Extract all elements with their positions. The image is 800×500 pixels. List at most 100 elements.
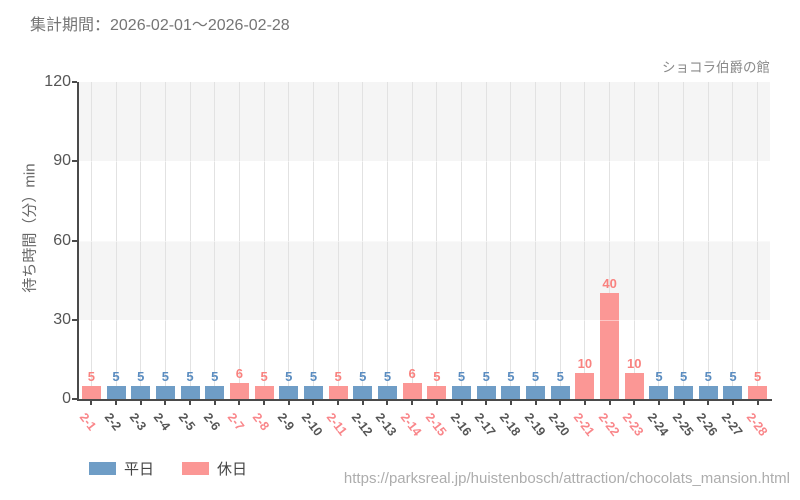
x-tick-label-2-28: 2-28 (743, 410, 770, 439)
x-tick-label-2-15: 2-15 (422, 410, 450, 439)
vertical-gridline (288, 82, 290, 399)
x-tick-mark (756, 401, 759, 405)
x-tick-label-2-24: 2-24 (644, 410, 672, 439)
y-tick-mark (72, 81, 77, 83)
vertical-gridline (90, 82, 92, 399)
x-tick-mark (707, 401, 710, 405)
bar-2-20 (550, 385, 570, 399)
x-tick-mark (608, 401, 611, 405)
horizontal-gridline (79, 161, 770, 163)
bar-2-22 (600, 293, 620, 399)
vertical-gridline (238, 82, 240, 399)
x-tick-mark (337, 401, 340, 405)
bar-2-16 (452, 385, 472, 399)
x-tick-label-2-3: 2-3 (126, 410, 149, 434)
vertical-gridline (189, 82, 191, 399)
x-tick-label-2-17: 2-17 (471, 410, 499, 439)
x-tick-label-2-18: 2-18 (496, 410, 524, 439)
x-tick-mark (115, 401, 118, 405)
legend-item-holiday: 休日 (182, 458, 247, 479)
x-tick-mark (361, 401, 364, 405)
source-url: https://parksreal.jp/huistenbosch/attrac… (343, 470, 790, 487)
plot-band (79, 240, 770, 320)
x-tick-mark (534, 401, 537, 405)
vertical-gridline (658, 82, 660, 399)
x-axis-line (77, 399, 772, 401)
vertical-gridline (436, 82, 438, 399)
bar-2-27 (723, 385, 743, 399)
bar-value-2-22: 40 (602, 276, 617, 292)
x-tick-label-2-26: 2-26 (694, 410, 721, 439)
bar-2-26 (698, 385, 718, 399)
vertical-gridline (485, 82, 487, 399)
y-tick-mark (72, 398, 77, 400)
legend-weekday-swatch (89, 462, 116, 475)
bar-2-8 (254, 385, 274, 399)
bar-value-2-24: 5 (655, 368, 663, 384)
y-tick-label-30: 30 (53, 310, 71, 328)
x-tick-label-2-27: 2-27 (718, 410, 746, 439)
bar-value-2-16: 5 (457, 368, 466, 384)
bar-2-18 (501, 385, 521, 399)
bar-value-2-27: 5 (729, 368, 737, 384)
x-tick-mark (164, 401, 167, 405)
x-tick-label-2-12: 2-12 (348, 410, 375, 439)
bar-value-2-15: 5 (433, 368, 441, 384)
x-tick-label-2-23: 2-23 (620, 410, 647, 439)
bar-2-14 (402, 383, 422, 399)
x-tick-mark (263, 401, 266, 405)
y-tick-mark (72, 160, 77, 163)
chart-legend: 平日 休日 (89, 458, 275, 479)
bar-2-19 (526, 385, 546, 399)
bar-2-15 (427, 385, 447, 399)
vertical-gridline (411, 82, 413, 399)
bar-2-11 (328, 385, 348, 399)
x-tick-mark (460, 401, 463, 405)
legend-weekday-label: 平日 (124, 461, 155, 478)
x-tick-label-2-2: 2-2 (101, 410, 124, 434)
bar-2-25 (674, 385, 694, 399)
bar-2-23 (624, 372, 644, 399)
y-tick-label-60: 60 (53, 231, 71, 249)
x-tick-label-2-7: 2-7 (225, 410, 248, 434)
y-tick-mark (72, 318, 77, 321)
vertical-gridline (214, 82, 216, 399)
bar-2-28 (748, 385, 768, 399)
bar-value-2-12: 5 (359, 368, 367, 384)
attraction-name-label: ショコラ伯爵の館 (662, 60, 770, 75)
vertical-gridline (362, 82, 364, 399)
bar-value-2-4: 5 (161, 368, 169, 384)
x-tick-mark (139, 401, 142, 405)
vertical-gridline (732, 82, 734, 399)
x-tick-mark (238, 401, 241, 405)
vertical-gridline (140, 82, 142, 399)
bar-2-21 (575, 372, 595, 399)
bar-value-2-17: 5 (482, 368, 490, 384)
vertical-gridline (609, 82, 611, 399)
bar-2-9 (279, 385, 299, 399)
x-tick-mark (633, 401, 636, 405)
x-tick-mark (731, 401, 734, 405)
vertical-gridline (115, 82, 117, 399)
x-tick-mark (583, 401, 586, 405)
bar-value-2-1: 5 (87, 368, 95, 384)
y-axis-title: 待ち時間（分）min (21, 163, 39, 293)
vertical-gridline (757, 82, 759, 399)
x-tick-mark (682, 401, 685, 405)
x-tick-label-2-22: 2-22 (595, 410, 622, 439)
wait-time-bar-chart: 5 2-1 5 2-2 5 2-3 5 2-4 5 2-5 5 2-6 6 2-7 5 2-8 5 2-9 5 2-1… (44, 74, 772, 439)
x-tick-label-2-13: 2-13 (373, 410, 400, 439)
vertical-gridline (707, 82, 709, 399)
vertical-gridline (584, 82, 586, 399)
bar-value-2-19: 5 (531, 368, 540, 384)
bar-value-2-23: 10 (627, 355, 642, 371)
x-tick-label-2-10: 2-10 (299, 410, 326, 439)
report-period-title: 集計期間：2026-02-01～2026-02-28 (30, 17, 290, 34)
x-tick-label-2-16: 2-16 (447, 410, 474, 439)
vertical-gridline (510, 82, 512, 399)
bar-value-2-2: 5 (112, 368, 120, 384)
bar-value-2-6: 5 (211, 368, 219, 384)
vertical-gridline (559, 82, 561, 399)
vertical-gridline (263, 82, 265, 399)
legend-item-weekday: 平日 (89, 458, 154, 479)
